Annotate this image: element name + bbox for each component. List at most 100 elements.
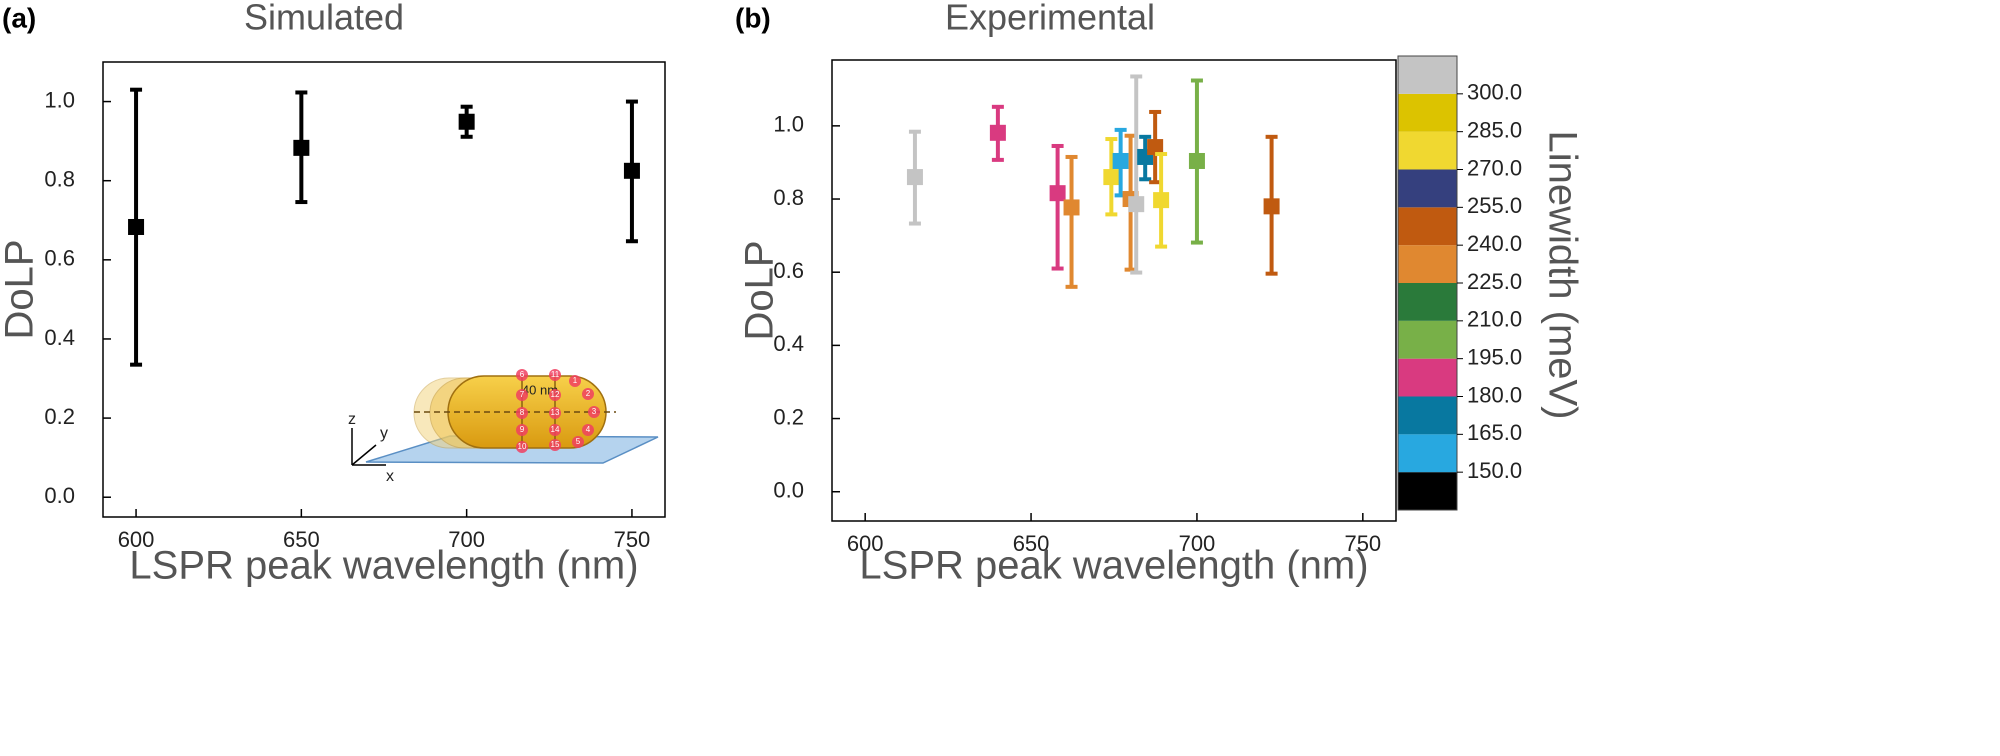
probe-point (588, 406, 600, 418)
colorbar-segment (1398, 207, 1457, 246)
point (989, 124, 1006, 141)
y-tick-label: 0.4 (44, 325, 75, 350)
point (1147, 139, 1164, 156)
probe-point (549, 369, 561, 381)
point (1112, 152, 1129, 169)
probe-point (516, 407, 528, 419)
y-tick-label: 0.6 (773, 258, 804, 283)
colorbar-tick-label: 180.0 (1467, 382, 1522, 407)
y-tick-label: 0.0 (773, 478, 804, 503)
probe-label: 12 (551, 390, 560, 399)
x-tick-label: 600 (847, 531, 884, 556)
probe-label: 8 (520, 408, 525, 417)
colorbar-segment (1398, 245, 1457, 283)
probe-label: 13 (551, 408, 560, 417)
colorbar-tick-label: 165.0 (1467, 420, 1522, 445)
probe-point (516, 369, 528, 381)
point (458, 113, 475, 130)
x-axis-label: LSPR peak wavelength (nm) (859, 544, 1368, 588)
colorbar-tick-label: 210.0 (1467, 307, 1522, 332)
probe-point (549, 439, 561, 451)
x-axis-label: LSPR peak wavelength (nm) (129, 544, 638, 588)
point (293, 139, 310, 156)
chart-title: Simulated (244, 0, 404, 38)
point (1153, 192, 1170, 209)
x-tick-label: 650 (1013, 531, 1050, 556)
colorbar-tick-label: 150.0 (1467, 458, 1522, 483)
point (1263, 198, 1280, 215)
point (623, 162, 640, 179)
y-tick-label: 1.0 (773, 112, 804, 137)
probe-label: 10 (518, 442, 527, 451)
colorbar-segment (1398, 396, 1457, 435)
probe-point (549, 407, 561, 419)
colorbar-tick-label: 255.0 (1467, 193, 1522, 218)
probe-point (549, 389, 561, 401)
colorbar-segment (1398, 56, 1457, 94)
probe-label: 1 (573, 376, 578, 385)
colorbar-tick-label: 240.0 (1467, 231, 1522, 256)
colorbar-tick-label: 195.0 (1467, 344, 1522, 369)
y-tick-label: 0.2 (44, 404, 75, 429)
x-tick-label: 700 (1179, 531, 1216, 556)
y-tick-label: 0.8 (773, 185, 804, 210)
colorbar-segment (1398, 434, 1457, 473)
colorbar-segment (1398, 472, 1457, 510)
point (1188, 152, 1205, 169)
probe-label: 11 (551, 370, 560, 379)
axis-y (351, 444, 377, 466)
x-tick-label: 750 (1344, 531, 1381, 556)
probe-label: 9 (520, 425, 525, 434)
y-tick-label: 0.8 (44, 167, 75, 192)
point (906, 169, 923, 186)
probe-point (582, 424, 594, 436)
y-axis-label: DoLP (738, 240, 782, 340)
probe-point (516, 389, 528, 401)
probe-point (516, 424, 528, 436)
probe-point (572, 436, 584, 448)
axis-letter: y (380, 425, 388, 442)
y-tick-label: 1.0 (44, 87, 75, 112)
plot-frame (831, 59, 1397, 522)
point (1103, 169, 1120, 186)
x-tick-label: 650 (283, 527, 320, 552)
x-tick-label: 750 (614, 527, 651, 552)
probe-label: 15 (551, 440, 560, 449)
inset-dimension: 40 nm (522, 382, 558, 397)
probe-label: 5 (576, 437, 581, 446)
probe-point (516, 441, 528, 453)
colorbar-segment (1398, 283, 1457, 321)
colorbar-tick-label: 285.0 (1467, 117, 1522, 142)
panel-label: (b) (735, 2, 771, 33)
x-tick-label: 600 (118, 527, 155, 552)
probe-point (549, 424, 561, 436)
colorbar-segment (1398, 358, 1457, 397)
colorbar-segment (1398, 131, 1457, 170)
probe-point (569, 375, 581, 387)
point (128, 218, 145, 235)
y-axis-label: DoLP (0, 239, 42, 339)
axis-letter: z (348, 411, 356, 428)
point (1128, 196, 1145, 213)
probe-label: 2 (586, 389, 591, 398)
panel-label: (a) (2, 2, 36, 33)
colorbar-tick-label: 270.0 (1467, 155, 1522, 180)
colorbar-label: Linewidth (meV) (1540, 130, 1584, 419)
y-tick-label: 0.0 (44, 483, 75, 508)
y-tick-label: 0.2 (773, 404, 804, 429)
probe-label: 3 (592, 407, 597, 416)
colorbar-tick-label: 300.0 (1467, 80, 1522, 105)
probe-label: 4 (586, 425, 591, 434)
probe-label: 7 (520, 390, 525, 399)
point (1063, 199, 1080, 216)
axis-letter: x (386, 468, 394, 485)
chart-title: Experimental (945, 0, 1155, 38)
colorbar-segment (1398, 320, 1457, 359)
colorbar-segment (1398, 93, 1457, 132)
x-tick-label: 700 (448, 527, 485, 552)
plot-frame (102, 61, 666, 518)
probe-label: 6 (520, 370, 525, 379)
probe-point (582, 388, 594, 400)
y-tick-label: 0.4 (773, 331, 804, 356)
